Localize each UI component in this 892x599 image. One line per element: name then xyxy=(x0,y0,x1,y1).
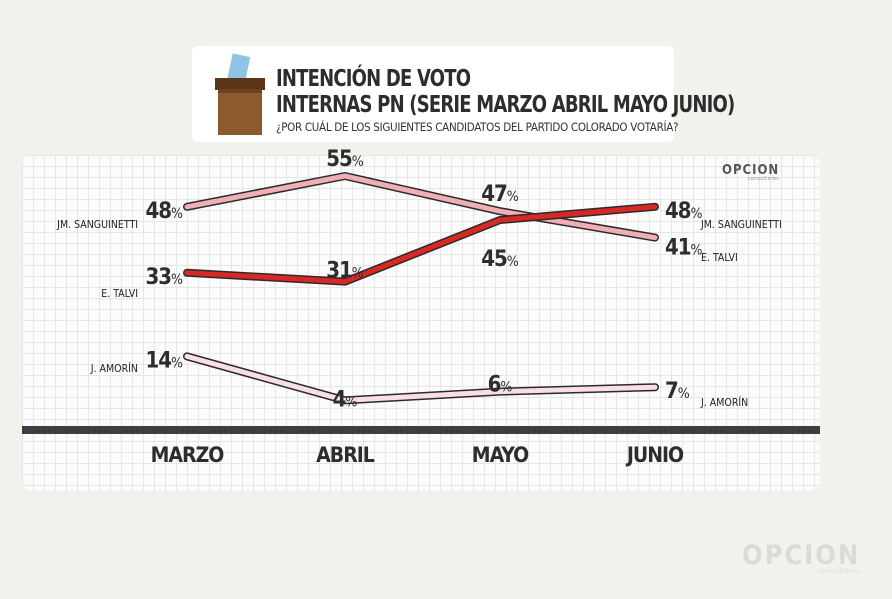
data-label-2-3: 7% xyxy=(665,379,690,404)
data-label-1-1: 31% xyxy=(326,259,364,284)
series-outline-1 xyxy=(183,202,659,286)
data-label-0-2: 47% xyxy=(481,182,519,207)
series-line-0 xyxy=(184,173,658,241)
data-label-2-1: 4% xyxy=(333,387,358,412)
ballot-paper xyxy=(227,53,251,82)
x-axis-bar xyxy=(22,426,820,434)
series-name-left-2: J. AMORÍN xyxy=(90,362,138,375)
series-name-right-1: E. TALVI xyxy=(701,252,738,264)
x-tick-label-junio: JUNIO xyxy=(625,443,684,467)
brand-logo-watermark: OPCION consultores xyxy=(742,540,860,575)
data-label-0-3: 41% xyxy=(665,236,703,261)
series-name-right-2: J. AMORÍN xyxy=(700,396,748,409)
data-label-0-1: 55% xyxy=(326,147,364,172)
survey-question: ¿POR CUÁL DE LOS SIGUIENTES CANDIDATOS D… xyxy=(276,120,679,134)
chart-title: INTENCIÓN DE VOTO xyxy=(276,64,471,92)
series-name-left-1: E. TALVI xyxy=(101,288,138,300)
data-label-1-3: 48% xyxy=(665,199,703,224)
series-line-1 xyxy=(184,204,658,285)
data-label-0-0: 48% xyxy=(145,199,183,224)
series-name-right-0: JM. SANGUINETTI xyxy=(700,219,782,231)
series-name-left-0: JM. SANGUINETTI xyxy=(56,219,138,231)
brand-logo-small: OPCION consultores xyxy=(722,163,779,182)
x-tick-label-mayo: MAYO xyxy=(472,443,529,467)
chart-panel xyxy=(22,155,820,491)
chart-subtitle: INTERNAS PN (SERIE MARZO ABRIL MAYO JUNI… xyxy=(276,90,735,118)
brand-name: OPCION xyxy=(722,163,780,178)
series-line-2 xyxy=(184,353,658,403)
x-tick-label-marzo: MARZO xyxy=(151,443,225,467)
data-label-2-0: 14% xyxy=(145,348,183,373)
brand-tagline: consultores xyxy=(818,567,861,575)
x-tick-label-abril: ABRIL xyxy=(316,443,375,467)
data-label-2-2: 6% xyxy=(488,373,513,398)
series-outline-0 xyxy=(183,172,659,242)
title-box xyxy=(192,46,674,142)
brand-tagline: consultores xyxy=(747,176,780,182)
brand-name: OPCION xyxy=(742,540,861,571)
data-label-1-2: 45% xyxy=(481,247,519,272)
data-label-1-0: 33% xyxy=(145,265,183,290)
ballot-box-icon xyxy=(215,53,265,135)
